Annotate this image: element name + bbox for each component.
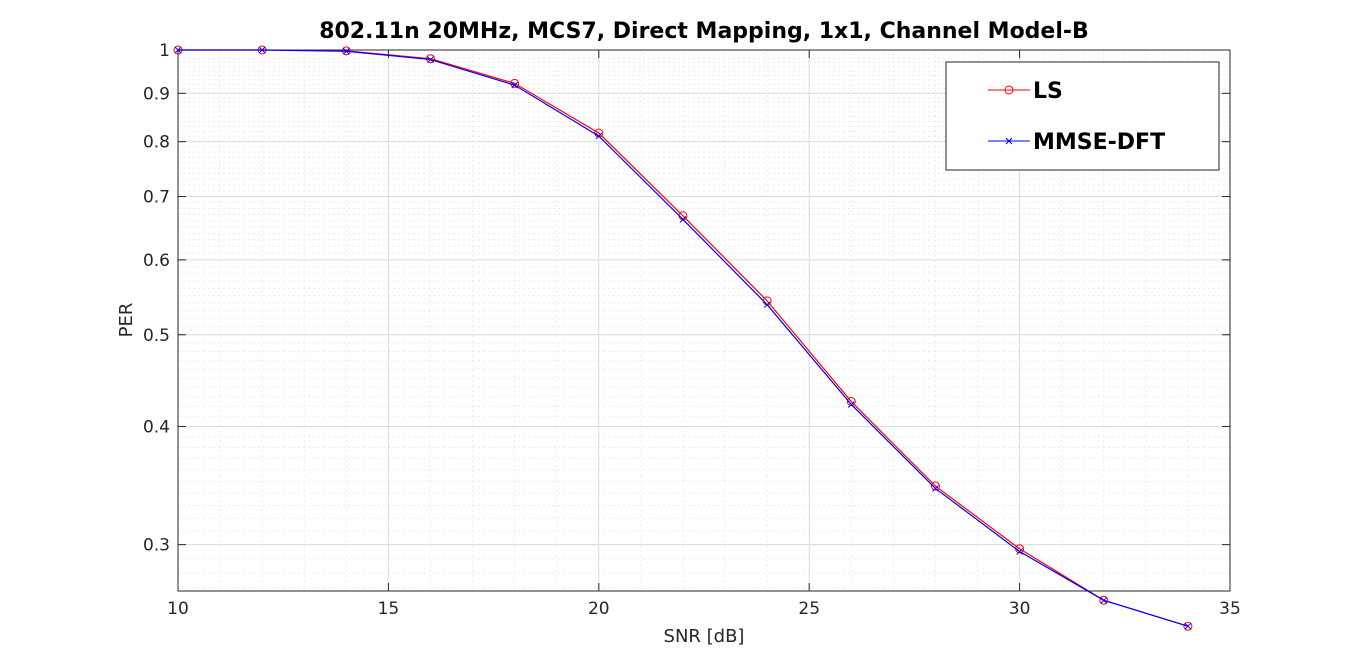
y-tick-label: 0.8 <box>143 133 170 153</box>
data-point-mmse-dft <box>595 132 603 140</box>
y-tick-label: 0.3 <box>143 536 170 556</box>
x-tick-label: 35 <box>1219 599 1241 619</box>
x-tick-label: 25 <box>798 599 820 619</box>
y-tick-label: 0.7 <box>143 188 170 208</box>
x-tick-label: 10 <box>167 599 189 619</box>
data-point-mmse-dft <box>847 401 855 408</box>
data-point-mmse-dft <box>1184 622 1192 630</box>
legend-marker-mmse-dft <box>1005 137 1013 145</box>
legend-label-ls: LS <box>1033 79 1063 104</box>
grid <box>177 49 1231 591</box>
data-point-ls <box>1099 595 1109 605</box>
data-point-mmse-dft <box>679 216 687 223</box>
legend-box <box>945 61 1220 171</box>
chart-title: 802.11n 20MHz, MCS7, Direct Mapping, 1x1… <box>319 19 1089 44</box>
x-tick-label: 20 <box>588 599 610 619</box>
data-point-mmse-dft <box>511 81 518 89</box>
y-tick-label: 0.6 <box>143 251 170 271</box>
data-point-mmse-dft <box>1100 596 1108 604</box>
data-point-ls <box>930 481 940 491</box>
legend-label-mmse-dft: MMSE-DFT <box>1033 130 1165 155</box>
series <box>173 45 1193 631</box>
x-tick-label: 30 <box>1009 599 1031 619</box>
y-tick-label: 0.4 <box>143 417 170 437</box>
y-tick-label: 0.9 <box>143 84 170 104</box>
data-point-mmse-dft <box>258 46 266 54</box>
data-point-mmse-dft <box>427 56 434 63</box>
ticks: 0.3 0.4 0.5 0.6 0.7 0.8 0.9 1 10 15 20 25 30 35 <box>143 41 1241 619</box>
data-point-mmse-dft <box>342 47 350 55</box>
y-tick-label: 0.5 <box>143 326 170 346</box>
y-tick-label: 1 <box>159 41 170 61</box>
data-point-mmse-dft <box>763 301 771 309</box>
x-tick-label: 15 <box>378 599 400 619</box>
plot-area-frame <box>177 49 1231 592</box>
data-point-mmse-dft <box>174 46 182 54</box>
legend: LS MMSE-DFT <box>945 61 1220 171</box>
data-point-ls <box>1183 621 1193 631</box>
data-point-ls <box>846 397 856 407</box>
y-axis-label: PER <box>116 303 137 338</box>
data-point-mmse-dft <box>1016 548 1023 555</box>
data-point-mmse-dft <box>932 485 939 492</box>
legend-marker-ls <box>1004 85 1014 95</box>
x-axis-label: SNR [dB] <box>664 626 745 647</box>
